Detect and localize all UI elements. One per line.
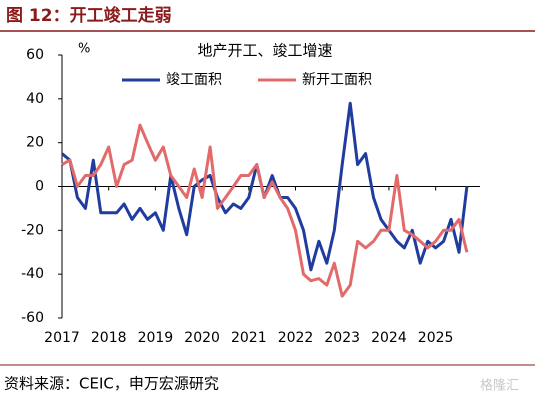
y-tick-label: 0: [35, 179, 44, 195]
x-tick-label: 2021: [231, 330, 267, 346]
source-note: 资料来源：CEIC，申万宏源研究: [4, 375, 219, 393]
y-tick-label: -20: [21, 222, 44, 238]
y-tick-label: 60: [26, 47, 44, 63]
x-tick-label: 2019: [138, 330, 174, 346]
chart-title: 地产开工、竣工增速: [197, 42, 332, 60]
x-tick-label: 2022: [278, 330, 314, 346]
x-tick-label: 2018: [91, 330, 127, 346]
y-tick-label: -40: [21, 266, 44, 282]
y-tick-label: -60: [21, 310, 44, 326]
page-title: 图 12：开工竣工走弱: [6, 5, 172, 26]
x-tick-label: 2023: [324, 330, 360, 346]
x-tick-label: 2025: [418, 330, 454, 346]
x-tick-label: 2020: [184, 330, 220, 346]
y-tick-label: 40: [26, 91, 44, 107]
watermark: 格隆汇: [480, 378, 519, 394]
legend-label: 新开工面积: [302, 72, 372, 88]
x-tick-label: 2017: [44, 330, 80, 346]
series-line: [61, 123, 469, 298]
x-tick-label: 2024: [371, 330, 407, 346]
legend-label: 竣工面积: [166, 72, 222, 88]
y-tick-label: 20: [26, 135, 44, 151]
y-axis-label: %: [78, 42, 90, 57]
